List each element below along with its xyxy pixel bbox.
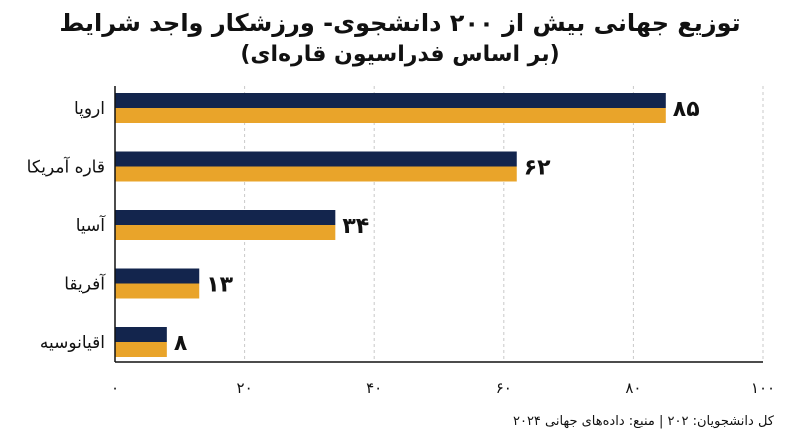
data-label: ۸ — [174, 331, 188, 356]
x-tick-label: ۱۰۰ — [751, 379, 775, 397]
category-label: اقیانوسیه — [40, 333, 105, 353]
chart-footer: کل دانشجویان: ۲۰۲ | منبع: داده‌های جهانی… — [512, 414, 774, 429]
bar-bottom — [115, 108, 666, 123]
x-tick-label: ۴۰ — [366, 379, 382, 397]
x-tick-label: ۸۰ — [625, 379, 641, 397]
bar-top — [115, 151, 517, 167]
chart-title-block: توزیع جهانی بیش از ۲۰۰ دانشجوی- ورزشکار … — [0, 6, 800, 70]
data-label: ۱۳ — [206, 273, 233, 298]
bar-bottom — [115, 342, 167, 357]
bar-bottom — [115, 283, 200, 299]
x-tick-label: ۲۰ — [237, 379, 253, 397]
data-label: ۸۵ — [673, 97, 700, 122]
data-label: ۶۲ — [524, 156, 551, 181]
x-tick-label: ۰ — [111, 379, 119, 397]
bar-top — [115, 93, 666, 108]
data-label: ۳۴ — [342, 214, 369, 239]
category-label: آفریقا — [64, 273, 106, 295]
category-label: قاره آمریکا — [27, 156, 105, 178]
category-label: آسیا — [76, 214, 107, 236]
category-label: اروپا — [74, 99, 105, 119]
bar-bottom — [115, 166, 517, 182]
chart-title: توزیع جهانی بیش از ۲۰۰ دانشجوی- ورزشکار … — [59, 9, 741, 37]
chart-subtitle: (بر اساس فدراسیون قاره‌ای) — [240, 42, 560, 67]
bar-top — [115, 210, 336, 225]
bar-top — [115, 268, 200, 284]
bar-top — [115, 327, 167, 342]
x-tick-label: ۶۰ — [496, 379, 512, 397]
bar-bottom — [115, 225, 336, 240]
